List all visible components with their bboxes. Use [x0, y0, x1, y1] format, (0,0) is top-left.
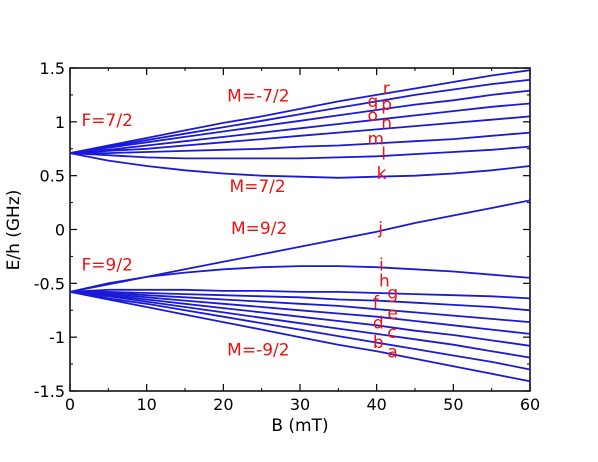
y-tick-label: -1: [49, 328, 65, 347]
series-curve-f: [69, 291, 531, 323]
annotation-label: k: [377, 164, 387, 184]
series-curve-e: [69, 291, 531, 335]
annotation-label: M=-7/2: [227, 86, 289, 106]
series-curve-h: [69, 288, 531, 300]
annotation-label: r: [383, 79, 390, 99]
annotation-label: q: [367, 92, 378, 112]
series-curve-g: [70, 291, 531, 312]
series-curves: [69, 69, 531, 383]
x-tick-label: 40: [366, 395, 386, 414]
series-curve-j: [69, 199, 531, 293]
y-tick-label: 1.5: [40, 59, 65, 78]
x-tick-label: 0: [65, 395, 75, 414]
annotation-label: M=9/2: [231, 219, 287, 239]
x-axis-title: B (mT): [271, 416, 328, 436]
series-curve-o: [69, 102, 531, 154]
y-axis-title: E/h (GHz): [4, 190, 24, 271]
series-curve-l: [69, 145, 531, 160]
x-tick-label: 50: [443, 395, 463, 414]
series-curve-p: [69, 89, 531, 154]
annotation-label: m: [367, 129, 384, 149]
annotation-label: M=-9/2: [227, 340, 289, 360]
annotation-label: i: [379, 255, 384, 275]
annotation-label: a: [387, 343, 397, 363]
annotation-label: F=9/2: [82, 255, 133, 275]
plot-frame: [69, 67, 531, 392]
y-tick-label: 0.5: [40, 167, 65, 186]
annotation-label: o: [367, 106, 377, 126]
y-tick-label: 1: [55, 113, 65, 132]
series-curve-d: [69, 291, 531, 347]
annotation-label: e: [387, 304, 397, 324]
annotation-label: f: [373, 293, 380, 313]
series-curve-b: [69, 291, 531, 371]
annotation-label: j: [377, 219, 383, 239]
annotation-label: b: [373, 333, 384, 353]
annotation-label: l: [381, 145, 386, 165]
series-curve-m: [70, 131, 531, 154]
y-tick-label: 0: [55, 221, 65, 240]
annotation-label: F=7/2: [82, 111, 133, 131]
x-tick-label: 30: [290, 395, 310, 414]
series-curve-c: [69, 291, 531, 359]
annotation-label: n: [381, 113, 392, 133]
y-tick-label: -0.5: [34, 274, 65, 293]
annotation-label: M=7/2: [229, 177, 285, 197]
annotation-label: p: [381, 95, 392, 115]
x-tick-label: 10: [136, 395, 156, 414]
axis-ticks: 0 10 20 30 40 50 60 -1.5 -1 -0.5 0 0.5 1 1.5: [34, 59, 540, 414]
x-tick-label: 60: [520, 395, 540, 414]
series-curve-r: [69, 69, 531, 154]
annotation-label: h: [379, 272, 390, 292]
annotation-label: g: [387, 283, 398, 303]
series-curve-n: [69, 115, 531, 154]
series-curve-k: [69, 152, 531, 179]
x-tick-label: 20: [213, 395, 233, 414]
y-tick-label: -1.5: [34, 382, 65, 401]
series-curve-a: [69, 291, 531, 383]
annotation-label: c: [387, 323, 396, 343]
annotation-label: d: [373, 314, 384, 334]
annotations: F=7/2 F=9/2 M=-7/2 M=7/2 M=9/2 M=-9/2 rq po nmlk…: [82, 79, 399, 363]
series-curve-q: [69, 78, 531, 154]
